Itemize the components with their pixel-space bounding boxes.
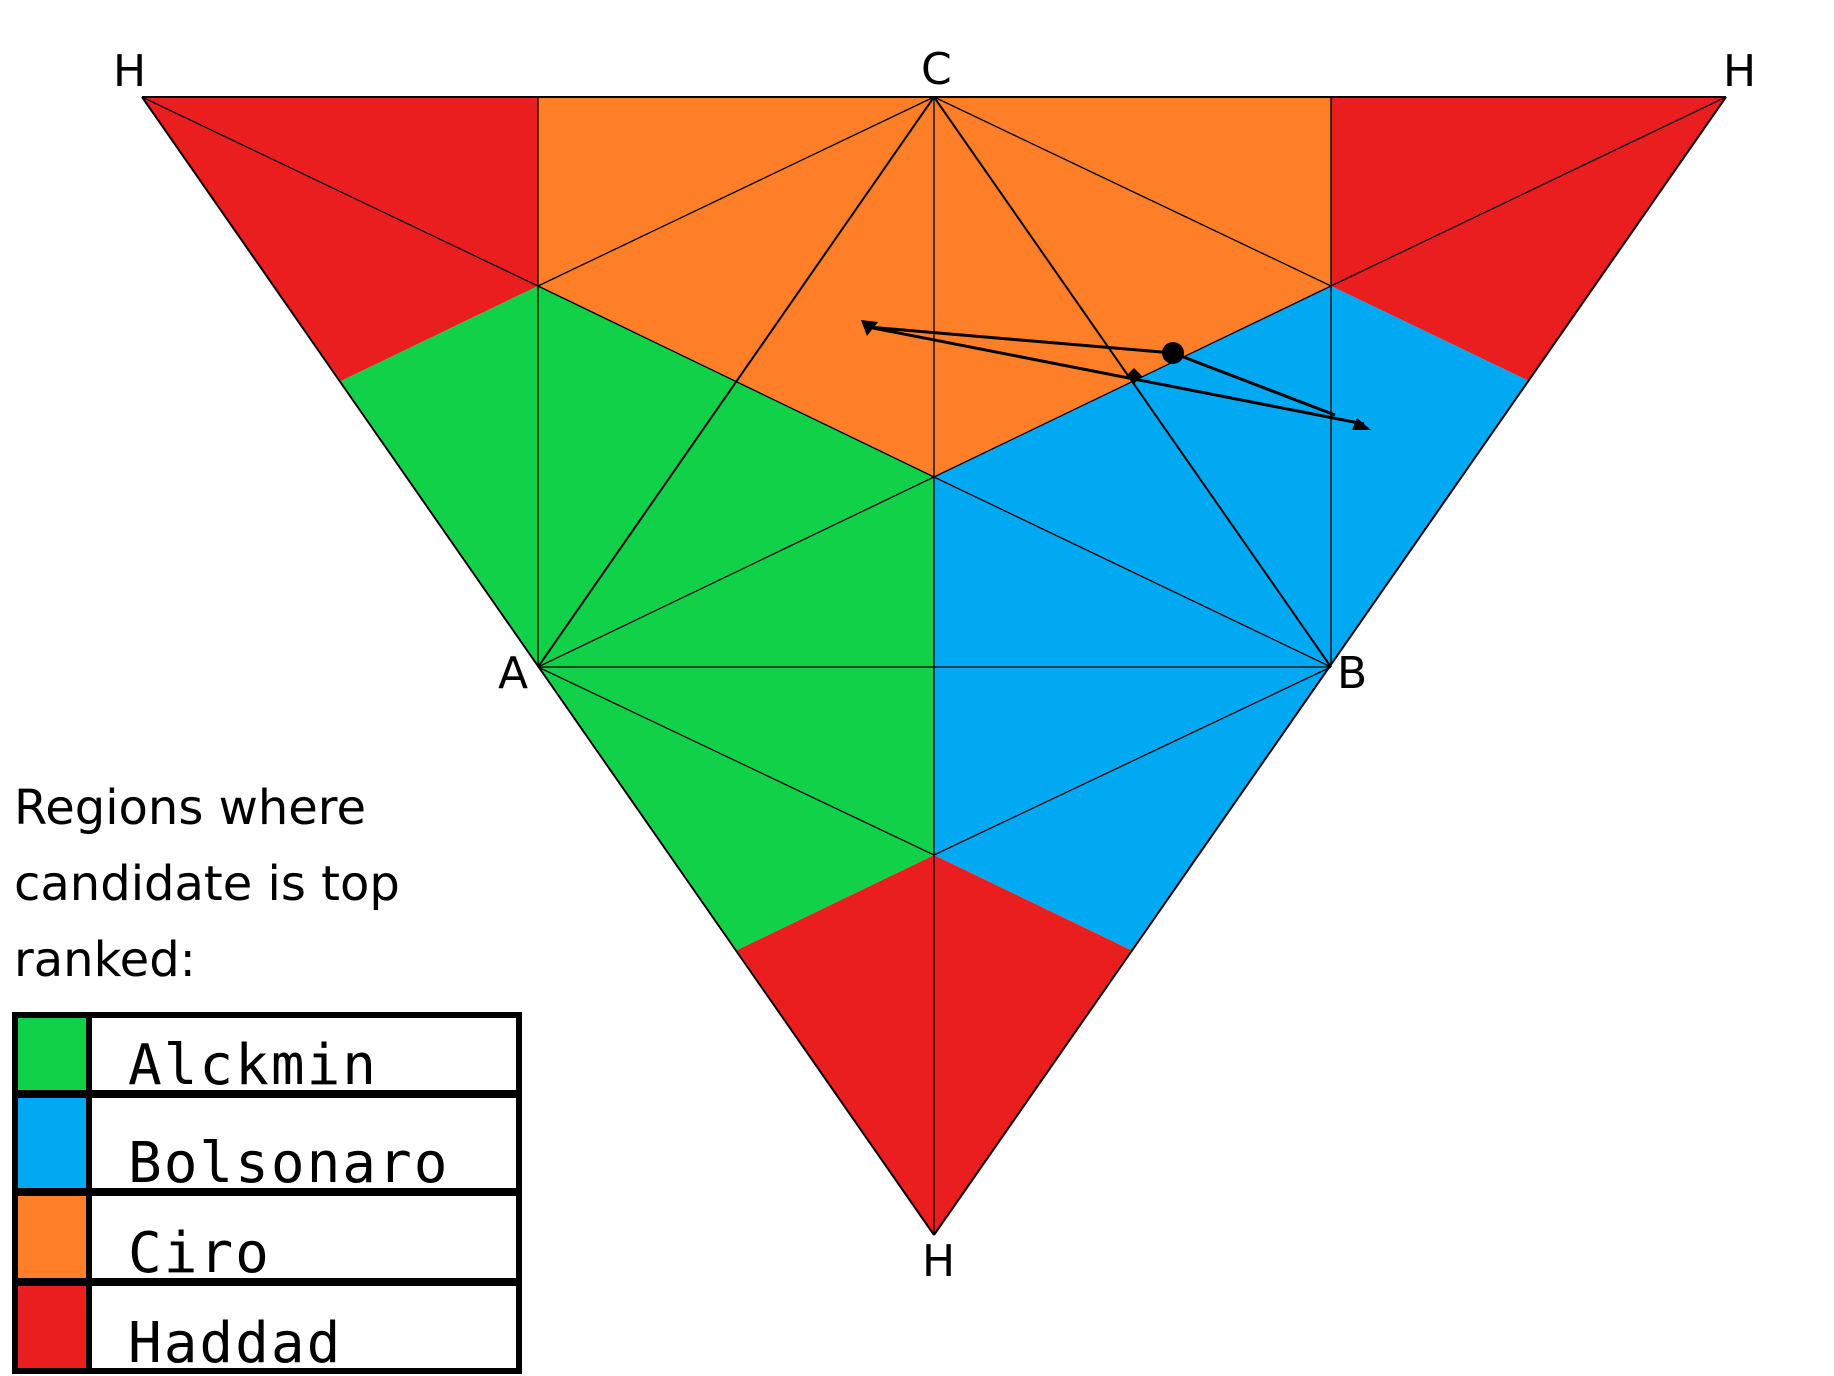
trajectory-marker-diamond xyxy=(1126,368,1142,384)
legend-row-bolsonaro: Bolsonaro xyxy=(12,1092,522,1196)
legend-name-bolsonaro: Bolsonaro xyxy=(128,1131,450,1196)
diagonal-c-midleft xyxy=(537,96,935,287)
legend-title: Regions where candidate is top ranked: xyxy=(14,770,494,998)
legend-name-haddad: Haddad xyxy=(128,1311,343,1376)
legend-title-line-3: ranked: xyxy=(14,932,196,988)
trajectory-current-point xyxy=(1162,342,1184,364)
legend-swatch-bolsonaro xyxy=(12,1092,92,1194)
trajectory-arrow-right xyxy=(1352,418,1371,430)
legend-row-haddad: Haddad xyxy=(12,1280,522,1376)
legend-row-alckmin: Alckmin xyxy=(12,1012,522,1098)
diagonal-a-lowcenter xyxy=(537,666,935,856)
vertex-label-c: C xyxy=(921,44,952,95)
legend-title-line-2: candidate is top xyxy=(14,856,400,912)
legend: Alckmin Bolsonaro Ciro Haddad xyxy=(12,1012,522,1376)
region-haddad-top-right xyxy=(1331,97,1726,381)
legend-name-cell: Ciro xyxy=(92,1190,522,1286)
trajectory-arrow-left xyxy=(861,320,878,336)
vertex-label-h-top-right: H xyxy=(1723,46,1756,97)
legend-name-ciro: Ciro xyxy=(128,1221,271,1286)
vertex-label-a: A xyxy=(498,648,528,699)
diagonal-b-center xyxy=(933,476,1332,668)
diagonal-h-to-b-upper xyxy=(141,96,539,287)
legend-title-line-1: Regions where xyxy=(14,780,367,836)
region-haddad-top-left xyxy=(142,97,538,381)
diagonal-midright-h xyxy=(1330,96,1727,287)
vertex-label-b: B xyxy=(1337,648,1367,699)
legend-row-ciro: Ciro xyxy=(12,1190,522,1286)
vertex-label-h-bottom: H xyxy=(922,1236,955,1287)
trajectory-segment xyxy=(1172,351,1336,417)
diagonal-midleft-center xyxy=(537,285,935,478)
diagonal-c-midright xyxy=(933,96,1332,287)
diagonal-a-center xyxy=(537,476,935,668)
legend-name-alckmin: Alckmin xyxy=(128,1033,379,1098)
legend-name-cell: Bolsonaro xyxy=(92,1092,522,1196)
diagonal-b-lowcenter xyxy=(933,666,1332,856)
legend-swatch-ciro xyxy=(12,1190,92,1284)
legend-name-cell: Haddad xyxy=(92,1280,522,1376)
legend-name-cell: Alckmin xyxy=(92,1012,522,1098)
legend-swatch-haddad xyxy=(12,1280,92,1374)
vertex-label-h-top-left: H xyxy=(113,46,146,97)
legend-swatch-alckmin xyxy=(12,1012,92,1096)
